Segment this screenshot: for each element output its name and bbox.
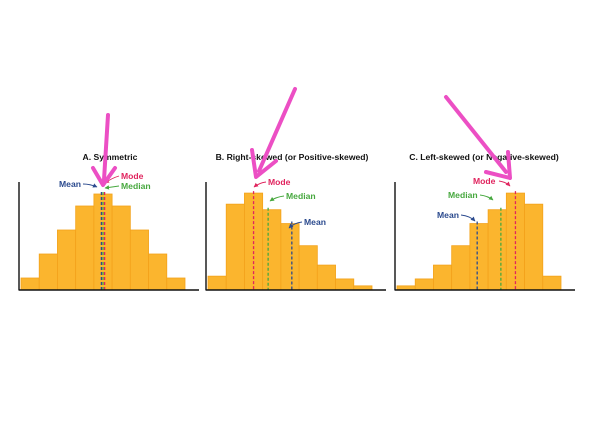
- panel-a-bar-0: [20, 277, 40, 291]
- panel-c-median-leader: [479, 194, 494, 201]
- panel-b-bars: [207, 192, 373, 291]
- panel-a-median-leader: [104, 185, 120, 190]
- panel-a-bar-6: [129, 229, 149, 291]
- panel-b-bar-7: [335, 278, 355, 291]
- panel-b-bar-5: [298, 245, 318, 291]
- panel-a-markers: [100, 192, 106, 290]
- overlay-arrow-b-head: [250, 148, 278, 179]
- panel-c-bar-7: [524, 203, 544, 291]
- panel-c-bar-2: [433, 264, 453, 291]
- overlay-arrow-a: [102, 113, 110, 182]
- panel-b-title: B. Right-skewed (or Positive-skewed): [216, 152, 369, 162]
- panel-b-median-label: Median: [286, 191, 316, 201]
- panel-b-mean-leader: [288, 221, 303, 229]
- panel-c-bars: [396, 192, 562, 291]
- panel-b-mode-label: Mode: [268, 177, 291, 187]
- panel-a-bar-5: [111, 205, 131, 291]
- panel-b-median-leader: [269, 195, 285, 202]
- panel-a-mean-leader: [82, 183, 98, 188]
- panel-a-bar-7: [148, 253, 168, 291]
- panel-a-axes: [18, 182, 199, 291]
- panel-c-labels: Mode Median Mean: [437, 176, 511, 222]
- panel-a-median-label: Median: [121, 181, 151, 191]
- panel-b-bar-1: [225, 203, 245, 291]
- panel-c-mode-leader: [498, 180, 511, 187]
- panel-a-bar-8: [166, 277, 186, 291]
- panel-b-markers: [252, 191, 293, 290]
- panel-c-bar-1: [414, 278, 434, 291]
- panel-c-mean-leader: [460, 214, 476, 222]
- panel-c-bar-4: [469, 223, 489, 291]
- panel-a-bars: [20, 193, 186, 291]
- panel-b-bar-4: [280, 223, 300, 291]
- panel-c-mode-label: Mode: [473, 176, 496, 186]
- panel-b-bar-0: [207, 275, 227, 291]
- panel-a-mean-label: Mean: [59, 179, 81, 189]
- panel-c-markers: [476, 191, 517, 290]
- overlay-arrow-c: [444, 95, 508, 174]
- overlay-arrow-b: [257, 87, 297, 173]
- panel-c-median-label: Median: [448, 190, 478, 200]
- panel-a-mode-label: Mode: [121, 171, 144, 181]
- panel-a: A. Symmetric Mean Mode Median: [18, 152, 199, 291]
- panel-c-bar-5: [487, 209, 507, 291]
- overlay-arrow-c-head: [484, 150, 512, 180]
- panel-b-bar-6: [316, 264, 336, 291]
- panel-b-mode-leader: [253, 181, 267, 188]
- panel-c: C. Left-skewed (or Negative-skewed) Mode…: [394, 152, 575, 291]
- panel-a-bar-3: [75, 205, 95, 291]
- panel-c-title: C. Left-skewed (or Negative-skewed): [409, 152, 559, 162]
- panel-c-bar-3: [451, 245, 471, 291]
- panel-a-bar-1: [38, 253, 58, 291]
- panel-b-axes: [205, 182, 386, 291]
- annotation-arrows: [91, 87, 512, 187]
- panel-c-axes: [394, 182, 575, 291]
- panel-b-bar-3: [262, 209, 282, 291]
- panel-b-labels: Mode Median Mean: [253, 177, 326, 229]
- panel-c-bar-8: [542, 275, 562, 291]
- panel-b-mean-label: Mean: [304, 217, 326, 227]
- panel-c-mean-label: Mean: [437, 210, 459, 220]
- panel-b: B. Right-skewed (or Positive-skewed) Mod…: [205, 152, 386, 291]
- overlay-arrow-a-head: [91, 166, 117, 187]
- panel-a-bar-2: [57, 229, 77, 291]
- panel-a-title: A. Symmetric: [83, 152, 138, 162]
